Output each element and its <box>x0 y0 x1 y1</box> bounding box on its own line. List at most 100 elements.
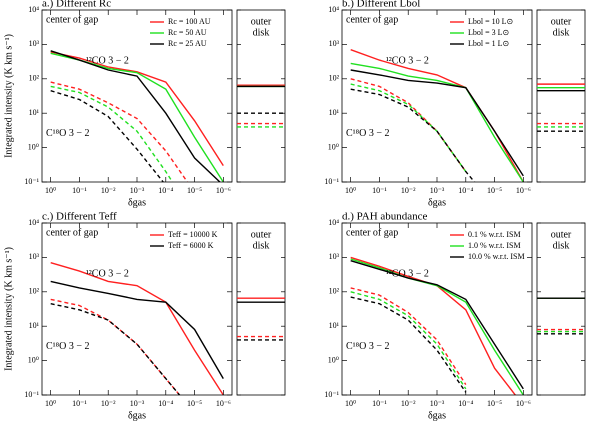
x-tick-label: 10⁻³ <box>430 186 445 195</box>
y-tick-label: 10² <box>329 287 340 296</box>
co-line <box>350 62 524 182</box>
x-tick-label: 10⁻⁴ <box>158 186 173 195</box>
annotation: ¹²CO 3 − 2 <box>386 55 429 66</box>
co-line <box>350 256 517 395</box>
y-tick-label: 10³ <box>29 39 40 48</box>
y-tick-label: 10⁰ <box>28 142 39 151</box>
c18o-line <box>350 88 476 182</box>
plot-frame <box>341 9 533 183</box>
y-tick-label: 10⁴ <box>328 5 339 14</box>
x-tick-label: 10⁻² <box>401 399 416 408</box>
y-tick-label: 10² <box>329 74 340 83</box>
c18o-line <box>50 90 165 182</box>
x-tick-label: 10⁻⁴ <box>458 186 473 195</box>
legend-label: 0.1 % w.r.t. ISM <box>468 230 521 239</box>
y-tick-label: 10⁻¹ <box>324 390 339 399</box>
y-tick-label: 10¹ <box>329 321 340 330</box>
co-line <box>350 49 524 182</box>
x-tick-label: 10⁻⁵ <box>487 186 502 195</box>
legend-label: 1.0 % w.r.t. ISM <box>468 241 521 250</box>
legend-label: Lbol = 1 L⊙ <box>468 39 509 48</box>
panel-title: d.) PAH abundance <box>342 211 428 223</box>
y-tick-label: 10⁴ <box>328 218 339 227</box>
x-tick-label: 10⁻² <box>101 186 116 195</box>
x-tick-label: 10⁰ <box>345 399 356 408</box>
y-tick-label: 10⁰ <box>28 355 39 364</box>
annotation: center of gap <box>46 14 98 25</box>
x-tick-label: 10⁰ <box>45 186 56 195</box>
x-tick-label: 10⁻¹ <box>72 186 87 195</box>
c18o-line <box>50 298 181 395</box>
side-label: outer <box>251 16 272 27</box>
x-tick-label: 10⁻⁶ <box>216 186 231 195</box>
x-tick-label: 10⁻³ <box>130 399 145 408</box>
y-axis-label: Integrated intensity (K km s⁻¹) <box>3 247 14 371</box>
legend-label: 10.0 % w.r.t. ISM <box>468 252 525 261</box>
x-axis-label: δgas <box>428 410 446 421</box>
x-tick-label: 10⁻⁵ <box>187 399 202 408</box>
side-label: outer <box>251 229 272 240</box>
legend-label: Lbol = 3 L⊙ <box>468 28 509 37</box>
y-tick-label: 10⁻¹ <box>324 177 339 186</box>
x-tick-label: 10⁻² <box>101 399 116 408</box>
y-tick-label: 10⁴ <box>28 5 39 14</box>
x-tick-label: 10⁻² <box>401 186 416 195</box>
x-tick-label: 10⁻⁶ <box>216 399 231 408</box>
plot-area <box>50 50 224 182</box>
panel-title: b.) Different Lbol <box>342 0 420 10</box>
x-tick-label: 10⁻³ <box>430 399 445 408</box>
co-line <box>350 69 524 177</box>
y-tick-label: 10³ <box>29 252 40 261</box>
plot-area <box>350 49 524 182</box>
c18o-line <box>350 287 467 385</box>
x-tick-label: 10⁰ <box>345 186 356 195</box>
y-tick-label: 10¹ <box>329 108 340 117</box>
y-tick-label: 10² <box>29 74 40 83</box>
c18o-line <box>50 85 174 182</box>
side-frame <box>536 222 586 396</box>
x-tick-label: 10⁰ <box>45 399 56 408</box>
co-line <box>350 260 524 390</box>
x-tick-label: 10⁻³ <box>130 186 145 195</box>
side-label: disk <box>553 27 570 38</box>
y-tick-label: 10⁻¹ <box>24 177 39 186</box>
x-tick-label: 10⁻⁵ <box>487 399 502 408</box>
panel-title: a.) Different Rc <box>42 0 111 10</box>
annotation: C¹⁸O 3 − 2 <box>346 341 390 352</box>
legend-label: Rc = 100 AU <box>168 17 211 26</box>
y-tick-label: 10⁰ <box>328 142 339 151</box>
side-label: outer <box>551 16 572 27</box>
annotation: C¹⁸O 3 − 2 <box>46 341 90 352</box>
y-tick-label: 10³ <box>329 252 340 261</box>
x-axis-label: δgas <box>128 410 146 421</box>
y-axis-label: Integrated intensity (K km s⁻¹) <box>3 34 14 158</box>
annotation: C¹⁸O 3 − 2 <box>46 128 90 139</box>
annotation: ¹²CO 3 − 2 <box>86 268 129 279</box>
legend-label: Lbol = 10 L⊙ <box>468 17 513 26</box>
legend-label: Teff = 6000 K <box>168 241 214 250</box>
side-label: disk <box>253 240 270 251</box>
side-label: outer <box>551 229 572 240</box>
co-line <box>350 258 524 395</box>
co-line <box>50 280 224 379</box>
x-tick-label: 10⁻¹ <box>72 399 87 408</box>
c18o-line <box>350 296 467 393</box>
legend-label: Teff = 10000 K <box>168 230 218 239</box>
x-tick-label: 10⁻¹ <box>372 186 387 195</box>
annotation: ¹²CO 3 − 2 <box>386 268 429 279</box>
c18o-line <box>50 81 189 182</box>
x-axis-label: δgas <box>128 197 146 208</box>
side-label: disk <box>253 27 270 38</box>
x-tick-label: 10⁻⁶ <box>516 399 531 408</box>
panel-title: c.) Different Teff <box>42 211 117 223</box>
plot-frame <box>341 222 533 396</box>
c18o-line <box>350 291 467 390</box>
y-tick-label: 10¹ <box>29 321 40 330</box>
plot-frame <box>41 9 233 183</box>
x-tick-label: 10⁻⁶ <box>516 186 531 195</box>
annotation: ¹²CO 3 − 2 <box>86 55 129 66</box>
side-frame <box>536 9 586 183</box>
annotation: center of gap <box>346 227 398 238</box>
side-frame <box>236 9 286 183</box>
